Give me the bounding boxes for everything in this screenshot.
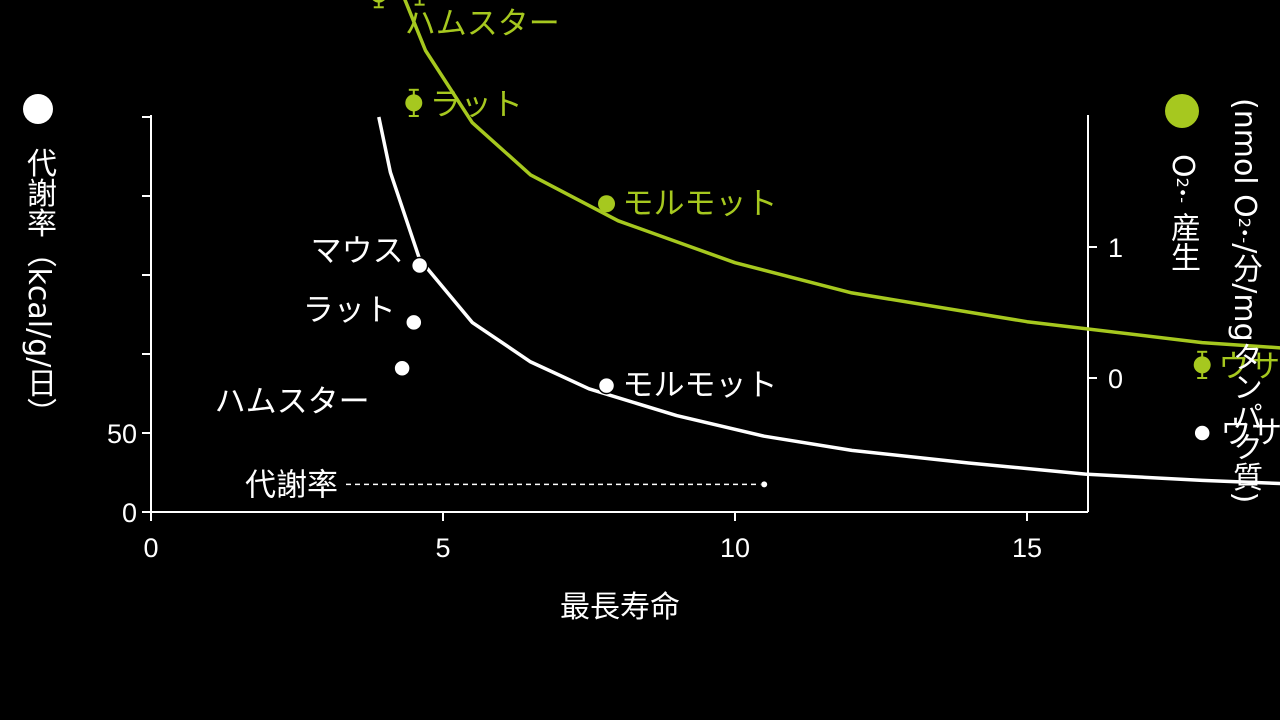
- o2-label-ウサギ: ウサギ: [1218, 349, 1280, 385]
- point-labels: マウスラットハムスターモルモットウサギブタウシマウスハムスターラットモルモットウ…: [215, 6, 1280, 503]
- right-tick-label: 3: [1108, 0, 1123, 1]
- right-tick-label: 1: [1108, 233, 1123, 263]
- metabolic-point-ラット: [405, 313, 423, 332]
- metabolic-point-ウサギ: [1193, 424, 1211, 442]
- left-tick-label: 0: [122, 498, 137, 528]
- metabolic-point-モルモット: [597, 376, 616, 395]
- o2-legend-dot: [1165, 94, 1199, 128]
- annotation-label: 代謝率: [245, 467, 338, 503]
- x-tick-label: 10: [720, 533, 750, 563]
- right-axis-main-label: 産生: [1165, 212, 1200, 273]
- metabolic-curve: [377, 116, 1280, 486]
- metabolic-label-ラット: ラット: [303, 292, 396, 328]
- annotation-dot: [761, 481, 768, 488]
- metabolic-label-ハムスター: ハムスター: [215, 384, 370, 420]
- o2-label-ハムスター: ハムスター: [405, 6, 560, 42]
- metabolic-label-ウサギ: ウサギ: [1220, 415, 1280, 451]
- x-tick-label: 5: [435, 533, 450, 563]
- metabolic-point-マウス: [410, 256, 429, 275]
- fit-curves: [377, 0, 1280, 486]
- chart-axes: 051015202530最長寿命050013: [107, 0, 1123, 625]
- left-axis-title: 代謝率（kcal/g/日）: [16, 94, 60, 427]
- x-tick-label: 15: [1012, 533, 1042, 563]
- metabolic-label-モルモット: モルモット: [623, 368, 778, 404]
- o2-label-ラット: ラット: [430, 87, 523, 123]
- right-axis-o2: O2•-: [1165, 153, 1200, 203]
- o2-curve: [403, 0, 1280, 350]
- metabolic-label-マウス: マウス: [311, 234, 404, 270]
- x-axis-title: 最長寿命: [560, 590, 680, 625]
- metabolic-legend-dot: [23, 94, 53, 124]
- metabolic-point-ハムスター: [393, 359, 411, 377]
- o2-point-ウサギ: [1193, 356, 1211, 374]
- left-axis-label: 代謝率（kcal/g/日）: [21, 147, 56, 428]
- o2-point-モルモット: [598, 195, 616, 213]
- data-points: [372, 0, 1211, 442]
- right-axis-unit: (nmol O2•-/分/mgタンパク質): [1227, 98, 1262, 504]
- o2-point-ラット: [405, 94, 423, 112]
- x-tick-label: 0: [143, 533, 158, 563]
- right-tick-label: 0: [1108, 364, 1123, 394]
- o2-label-モルモット: モルモット: [623, 186, 778, 222]
- right-axis-title: O2•- 産生: [1160, 94, 1204, 272]
- o2-point-ハムスター: [372, 0, 385, 3]
- left-tick-label: 50: [107, 419, 137, 449]
